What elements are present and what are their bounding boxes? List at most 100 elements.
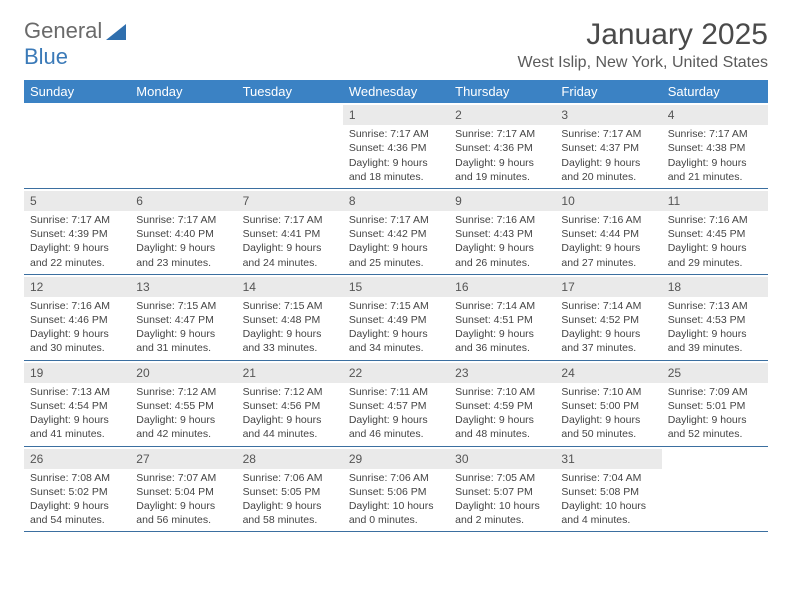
day-cell: 3Sunrise: 7:17 AMSunset: 4:37 PMDaylight… <box>555 103 661 188</box>
day-number: 1 <box>343 105 449 125</box>
daylight-text: Daylight: 9 hours <box>136 413 230 427</box>
sunrise-text: Sunrise: 7:09 AM <box>668 385 762 399</box>
sunrise-text: Sunrise: 7:10 AM <box>455 385 549 399</box>
weekday-label: Friday <box>555 80 661 103</box>
sunrise-text: Sunrise: 7:05 AM <box>455 471 549 485</box>
sunset-text: Sunset: 4:53 PM <box>668 313 762 327</box>
day-cell: 23Sunrise: 7:10 AMSunset: 4:59 PMDayligh… <box>449 361 555 446</box>
day-number: 14 <box>237 277 343 297</box>
day-number <box>237 105 343 109</box>
sunset-text: Sunset: 5:06 PM <box>349 485 443 499</box>
week-row: 1Sunrise: 7:17 AMSunset: 4:36 PMDaylight… <box>24 103 768 189</box>
sunset-text: Sunset: 5:08 PM <box>561 485 655 499</box>
day-cell <box>24 103 130 188</box>
daylight-text: Daylight: 9 hours <box>668 241 762 255</box>
daylight-text: Daylight: 9 hours <box>561 241 655 255</box>
sunrise-text: Sunrise: 7:14 AM <box>455 299 549 313</box>
sunset-text: Sunset: 5:01 PM <box>668 399 762 413</box>
day-number: 28 <box>237 449 343 469</box>
sunrise-text: Sunrise: 7:16 AM <box>455 213 549 227</box>
sunset-text: Sunset: 4:56 PM <box>243 399 337 413</box>
daylight-text: and 22 minutes. <box>30 256 124 270</box>
week-row: 5Sunrise: 7:17 AMSunset: 4:39 PMDaylight… <box>24 189 768 275</box>
daylight-text: Daylight: 10 hours <box>561 499 655 513</box>
day-number: 3 <box>555 105 661 125</box>
sunrise-text: Sunrise: 7:11 AM <box>349 385 443 399</box>
day-number: 23 <box>449 363 555 383</box>
day-number: 17 <box>555 277 661 297</box>
weekday-header: Sunday Monday Tuesday Wednesday Thursday… <box>24 80 768 103</box>
day-number: 18 <box>662 277 768 297</box>
day-cell: 1Sunrise: 7:17 AMSunset: 4:36 PMDaylight… <box>343 103 449 188</box>
daylight-text: and 31 minutes. <box>136 341 230 355</box>
sunset-text: Sunset: 4:45 PM <box>668 227 762 241</box>
day-cell <box>130 103 236 188</box>
daylight-text: Daylight: 9 hours <box>243 413 337 427</box>
sunset-text: Sunset: 4:46 PM <box>30 313 124 327</box>
daylight-text: Daylight: 9 hours <box>30 241 124 255</box>
sunset-text: Sunset: 4:41 PM <box>243 227 337 241</box>
daylight-text: and 56 minutes. <box>136 513 230 527</box>
weeks-container: 1Sunrise: 7:17 AMSunset: 4:36 PMDaylight… <box>24 103 768 532</box>
sunset-text: Sunset: 4:37 PM <box>561 141 655 155</box>
week-row: 26Sunrise: 7:08 AMSunset: 5:02 PMDayligh… <box>24 447 768 533</box>
day-number: 24 <box>555 363 661 383</box>
day-cell: 2Sunrise: 7:17 AMSunset: 4:36 PMDaylight… <box>449 103 555 188</box>
sunset-text: Sunset: 4:52 PM <box>561 313 655 327</box>
sunrise-text: Sunrise: 7:16 AM <box>561 213 655 227</box>
daylight-text: Daylight: 9 hours <box>561 413 655 427</box>
weekday-label: Sunday <box>24 80 130 103</box>
daylight-text: Daylight: 9 hours <box>455 241 549 255</box>
day-number <box>24 105 130 109</box>
sunrise-text: Sunrise: 7:17 AM <box>349 213 443 227</box>
daylight-text: Daylight: 9 hours <box>349 156 443 170</box>
day-cell: 31Sunrise: 7:04 AMSunset: 5:08 PMDayligh… <box>555 447 661 532</box>
day-cell: 29Sunrise: 7:06 AMSunset: 5:06 PMDayligh… <box>343 447 449 532</box>
sunrise-text: Sunrise: 7:17 AM <box>349 127 443 141</box>
daylight-text: and 27 minutes. <box>561 256 655 270</box>
daylight-text: Daylight: 9 hours <box>136 327 230 341</box>
sunset-text: Sunset: 4:54 PM <box>30 399 124 413</box>
logo-text-1: General <box>24 18 102 44</box>
daylight-text: and 25 minutes. <box>349 256 443 270</box>
sunset-text: Sunset: 5:00 PM <box>561 399 655 413</box>
daylight-text: and 2 minutes. <box>455 513 549 527</box>
weekday-label: Thursday <box>449 80 555 103</box>
daylight-text: and 39 minutes. <box>668 341 762 355</box>
sunrise-text: Sunrise: 7:17 AM <box>455 127 549 141</box>
daylight-text: and 4 minutes. <box>561 513 655 527</box>
logo-text-2: Blue <box>24 44 68 70</box>
daylight-text: and 18 minutes. <box>349 170 443 184</box>
day-number: 19 <box>24 363 130 383</box>
page-header: General January 2025 West Islip, New Yor… <box>24 18 768 72</box>
daylight-text: and 48 minutes. <box>455 427 549 441</box>
day-cell: 11Sunrise: 7:16 AMSunset: 4:45 PMDayligh… <box>662 189 768 274</box>
sunset-text: Sunset: 4:36 PM <box>455 141 549 155</box>
day-number: 22 <box>343 363 449 383</box>
day-cell: 15Sunrise: 7:15 AMSunset: 4:49 PMDayligh… <box>343 275 449 360</box>
sunrise-text: Sunrise: 7:16 AM <box>30 299 124 313</box>
sunset-text: Sunset: 5:05 PM <box>243 485 337 499</box>
day-cell: 5Sunrise: 7:17 AMSunset: 4:39 PMDaylight… <box>24 189 130 274</box>
sunrise-text: Sunrise: 7:08 AM <box>30 471 124 485</box>
day-cell: 12Sunrise: 7:16 AMSunset: 4:46 PMDayligh… <box>24 275 130 360</box>
daylight-text: and 41 minutes. <box>30 427 124 441</box>
day-number: 29 <box>343 449 449 469</box>
daylight-text: and 33 minutes. <box>243 341 337 355</box>
day-number: 26 <box>24 449 130 469</box>
daylight-text: Daylight: 9 hours <box>455 156 549 170</box>
sunrise-text: Sunrise: 7:13 AM <box>668 299 762 313</box>
day-cell: 18Sunrise: 7:13 AMSunset: 4:53 PMDayligh… <box>662 275 768 360</box>
daylight-text: Daylight: 9 hours <box>668 156 762 170</box>
daylight-text: Daylight: 10 hours <box>455 499 549 513</box>
day-cell: 27Sunrise: 7:07 AMSunset: 5:04 PMDayligh… <box>130 447 236 532</box>
weekday-label: Monday <box>130 80 236 103</box>
sunset-text: Sunset: 4:48 PM <box>243 313 337 327</box>
daylight-text: and 50 minutes. <box>561 427 655 441</box>
day-cell: 14Sunrise: 7:15 AMSunset: 4:48 PMDayligh… <box>237 275 343 360</box>
daylight-text: and 36 minutes. <box>455 341 549 355</box>
week-row: 19Sunrise: 7:13 AMSunset: 4:54 PMDayligh… <box>24 361 768 447</box>
day-number: 11 <box>662 191 768 211</box>
sunset-text: Sunset: 4:38 PM <box>668 141 762 155</box>
title-block: January 2025 West Islip, New York, Unite… <box>518 18 768 72</box>
